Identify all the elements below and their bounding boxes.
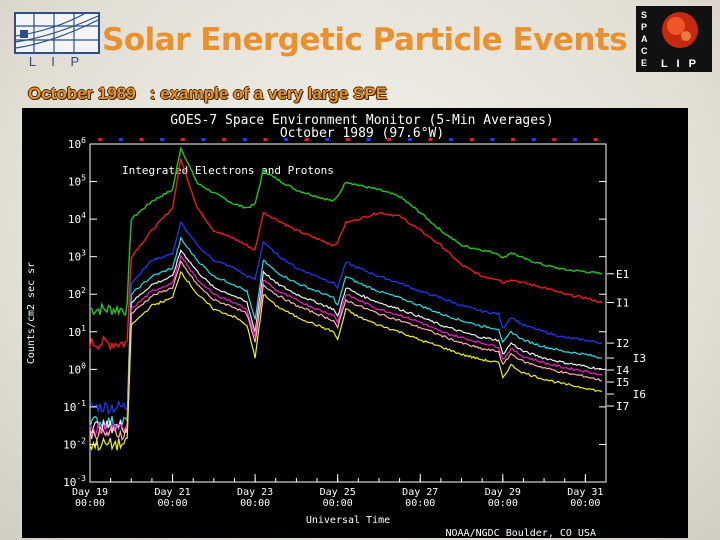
y-tick-label: 103 (68, 249, 86, 264)
goes-particle-chart: GOES-7 Space Environment Monitor (5-Min … (26, 113, 646, 538)
chart-panel: GOES-7 Space Environment Monitor (5-Min … (22, 108, 688, 538)
x-tick-time: 00:00 (405, 498, 435, 509)
top-marker (387, 138, 392, 141)
y-axis-label: Counts/cm2 sec sr (26, 262, 37, 364)
space-lip-logo: S P A C E L I P (636, 6, 712, 72)
y-tick-label: 10-3 (63, 474, 86, 489)
legend-label-i4: I4 (616, 364, 630, 377)
top-marker (469, 138, 474, 141)
x-tick-label: Day 21 (154, 487, 190, 498)
y-tick-label: 100 (68, 361, 86, 376)
inner-label: Integrated Electrons and Protons (122, 164, 334, 177)
legend-label-i1: I1 (616, 297, 629, 310)
top-marker (593, 138, 598, 141)
space-letter-s: S (641, 10, 647, 20)
top-marker (511, 138, 516, 141)
top-markers (98, 138, 598, 141)
chart-subtitle: October 1989 (97.6°W) (280, 126, 444, 141)
y-axis: 10-3 10-2 10-1 100 101 102 103 104 105 106 (63, 136, 606, 489)
top-marker (573, 138, 578, 141)
top-marker (180, 138, 185, 141)
plot-frame (89, 143, 607, 483)
x-tick-label: Day 19 (72, 487, 108, 498)
x-tick-label: Day 27 (402, 487, 438, 498)
series-line-i4 (89, 249, 603, 434)
series-line-i1 (89, 158, 603, 352)
top-marker (139, 138, 144, 141)
top-marker (160, 138, 165, 141)
y-tick-label: 105 (68, 174, 86, 189)
space-letter-a: A (641, 34, 648, 44)
x-tick-time: 00:00 (158, 498, 188, 509)
top-marker (222, 138, 227, 141)
top-marker (490, 138, 495, 141)
legend-label-i7: I7 (616, 400, 629, 413)
legend-label-e1: E1 (616, 268, 629, 281)
chart-credit: NOAA/NGDC Boulder, CO USA (445, 528, 596, 538)
x-tick-time: 00:00 (570, 498, 600, 509)
space-letter-e: E (641, 58, 647, 68)
x-tick-label: Day 25 (320, 487, 356, 498)
lip-logo-text: L I P (29, 54, 85, 68)
legend-label-i5: I5 (616, 376, 629, 389)
x-tick-time: 00:00 (488, 498, 518, 509)
top-marker (263, 138, 268, 141)
top-marker (118, 138, 123, 141)
x-tick-label: Day 29 (485, 487, 521, 498)
top-marker (242, 138, 247, 141)
series-line-i7 (89, 270, 603, 452)
top-marker (346, 138, 350, 141)
series-line-i6 (89, 260, 603, 442)
y-tick-label: 106 (68, 136, 86, 151)
series-line-i5 (89, 254, 603, 438)
x-tick-label: Day 31 (567, 487, 603, 498)
series-line-i3 (89, 236, 602, 430)
x-tick-time: 00:00 (323, 498, 353, 509)
legend-label-i3: I3 (633, 352, 646, 365)
top-marker (98, 138, 103, 141)
top-marker (449, 138, 454, 141)
slide-title: Solar Energetic Particle Events (102, 22, 628, 58)
top-marker (284, 138, 289, 141)
series-line-e1 (89, 146, 602, 317)
y-tick-label: 10-2 (63, 436, 86, 451)
top-marker (366, 138, 371, 141)
y-tick-label: 101 (68, 324, 86, 339)
top-marker (201, 138, 206, 141)
space-letter-c: C (641, 46, 648, 56)
y-tick-label: 102 (68, 286, 86, 301)
series-layer (89, 146, 603, 452)
series-line-i2 (89, 220, 602, 415)
space-letter-p: P (641, 22, 647, 32)
space-lip-text: L I P (661, 58, 699, 70)
top-marker (552, 138, 557, 141)
top-marker (304, 138, 309, 141)
top-marker (407, 138, 412, 141)
top-marker (428, 138, 433, 141)
y-tick-label: 104 (68, 211, 86, 226)
legend-label-i2: I2 (616, 337, 629, 350)
x-tick-time: 00:00 (240, 498, 270, 509)
top-marker (325, 138, 330, 141)
legend-label-i6: I6 (633, 388, 646, 401)
x-tick-time: 00:00 (75, 498, 105, 509)
chart-title: GOES-7 Space Environment Monitor (5-Min … (170, 113, 554, 128)
lip-logo: L I P (14, 12, 100, 68)
x-tick-label: Day 23 (237, 487, 273, 498)
slide-subtitle: October 1989 : example of a very large S… (28, 84, 388, 103)
y-tick-label: 10-1 (63, 399, 86, 414)
x-axis-label: Universal Time (306, 515, 390, 526)
top-marker (531, 138, 536, 141)
